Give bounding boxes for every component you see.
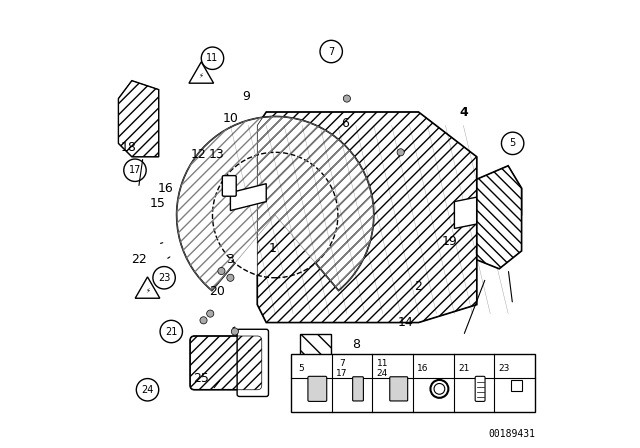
- Circle shape: [200, 317, 207, 324]
- Circle shape: [218, 267, 225, 275]
- Text: 22: 22: [131, 253, 147, 267]
- Text: 00189431: 00189431: [488, 429, 535, 439]
- FancyBboxPatch shape: [300, 334, 332, 361]
- Polygon shape: [454, 188, 522, 228]
- FancyBboxPatch shape: [222, 176, 236, 196]
- Text: 24: 24: [141, 385, 154, 395]
- Text: 13: 13: [209, 148, 225, 161]
- Text: 21: 21: [458, 364, 470, 373]
- Polygon shape: [230, 184, 266, 211]
- Text: 9: 9: [242, 90, 250, 103]
- Text: 19: 19: [442, 235, 458, 249]
- Text: 20: 20: [209, 284, 225, 298]
- Circle shape: [227, 274, 234, 281]
- FancyBboxPatch shape: [190, 336, 262, 390]
- FancyBboxPatch shape: [353, 377, 364, 401]
- Text: 14: 14: [397, 316, 413, 329]
- Polygon shape: [135, 277, 160, 298]
- FancyBboxPatch shape: [237, 329, 269, 396]
- Polygon shape: [118, 81, 159, 157]
- Polygon shape: [477, 166, 522, 269]
- Text: 25: 25: [193, 372, 209, 385]
- Bar: [291, 354, 535, 412]
- Text: ⚡: ⚡: [199, 73, 204, 79]
- Circle shape: [231, 328, 239, 335]
- Text: 6: 6: [340, 116, 349, 130]
- FancyBboxPatch shape: [475, 376, 485, 401]
- Text: 23: 23: [499, 364, 510, 373]
- Text: 2: 2: [415, 280, 422, 293]
- Text: 1: 1: [269, 242, 277, 255]
- Text: 3: 3: [227, 253, 234, 267]
- Text: 11: 11: [206, 53, 219, 63]
- Text: 5: 5: [509, 138, 516, 148]
- Text: 12: 12: [191, 148, 207, 161]
- Text: 10: 10: [223, 112, 238, 125]
- Text: 7
17: 7 17: [336, 359, 348, 378]
- Circle shape: [397, 149, 404, 156]
- Text: 11
24: 11 24: [377, 359, 388, 378]
- Polygon shape: [511, 380, 522, 391]
- Circle shape: [207, 310, 214, 317]
- Text: 7: 7: [328, 47, 334, 56]
- Circle shape: [343, 95, 351, 102]
- FancyBboxPatch shape: [308, 376, 327, 401]
- Text: 18: 18: [120, 141, 136, 155]
- Text: 15: 15: [150, 197, 166, 211]
- Polygon shape: [189, 62, 214, 83]
- Circle shape: [212, 152, 338, 278]
- Text: 21: 21: [165, 327, 177, 336]
- Text: 16: 16: [157, 181, 173, 195]
- Text: 5: 5: [298, 364, 304, 373]
- Text: 16: 16: [417, 364, 429, 373]
- Text: ⚡: ⚡: [145, 288, 150, 294]
- FancyBboxPatch shape: [390, 377, 408, 401]
- Polygon shape: [257, 112, 477, 323]
- Text: 17: 17: [129, 165, 141, 175]
- Text: 8: 8: [352, 338, 360, 352]
- Wedge shape: [177, 116, 374, 291]
- Text: 4: 4: [459, 105, 468, 119]
- Text: 23: 23: [158, 273, 170, 283]
